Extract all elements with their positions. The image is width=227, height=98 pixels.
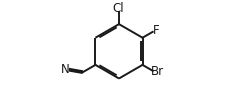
Text: Cl: Cl (112, 2, 123, 15)
Text: F: F (152, 24, 158, 37)
Text: Br: Br (150, 65, 163, 78)
Text: N: N (60, 63, 69, 76)
